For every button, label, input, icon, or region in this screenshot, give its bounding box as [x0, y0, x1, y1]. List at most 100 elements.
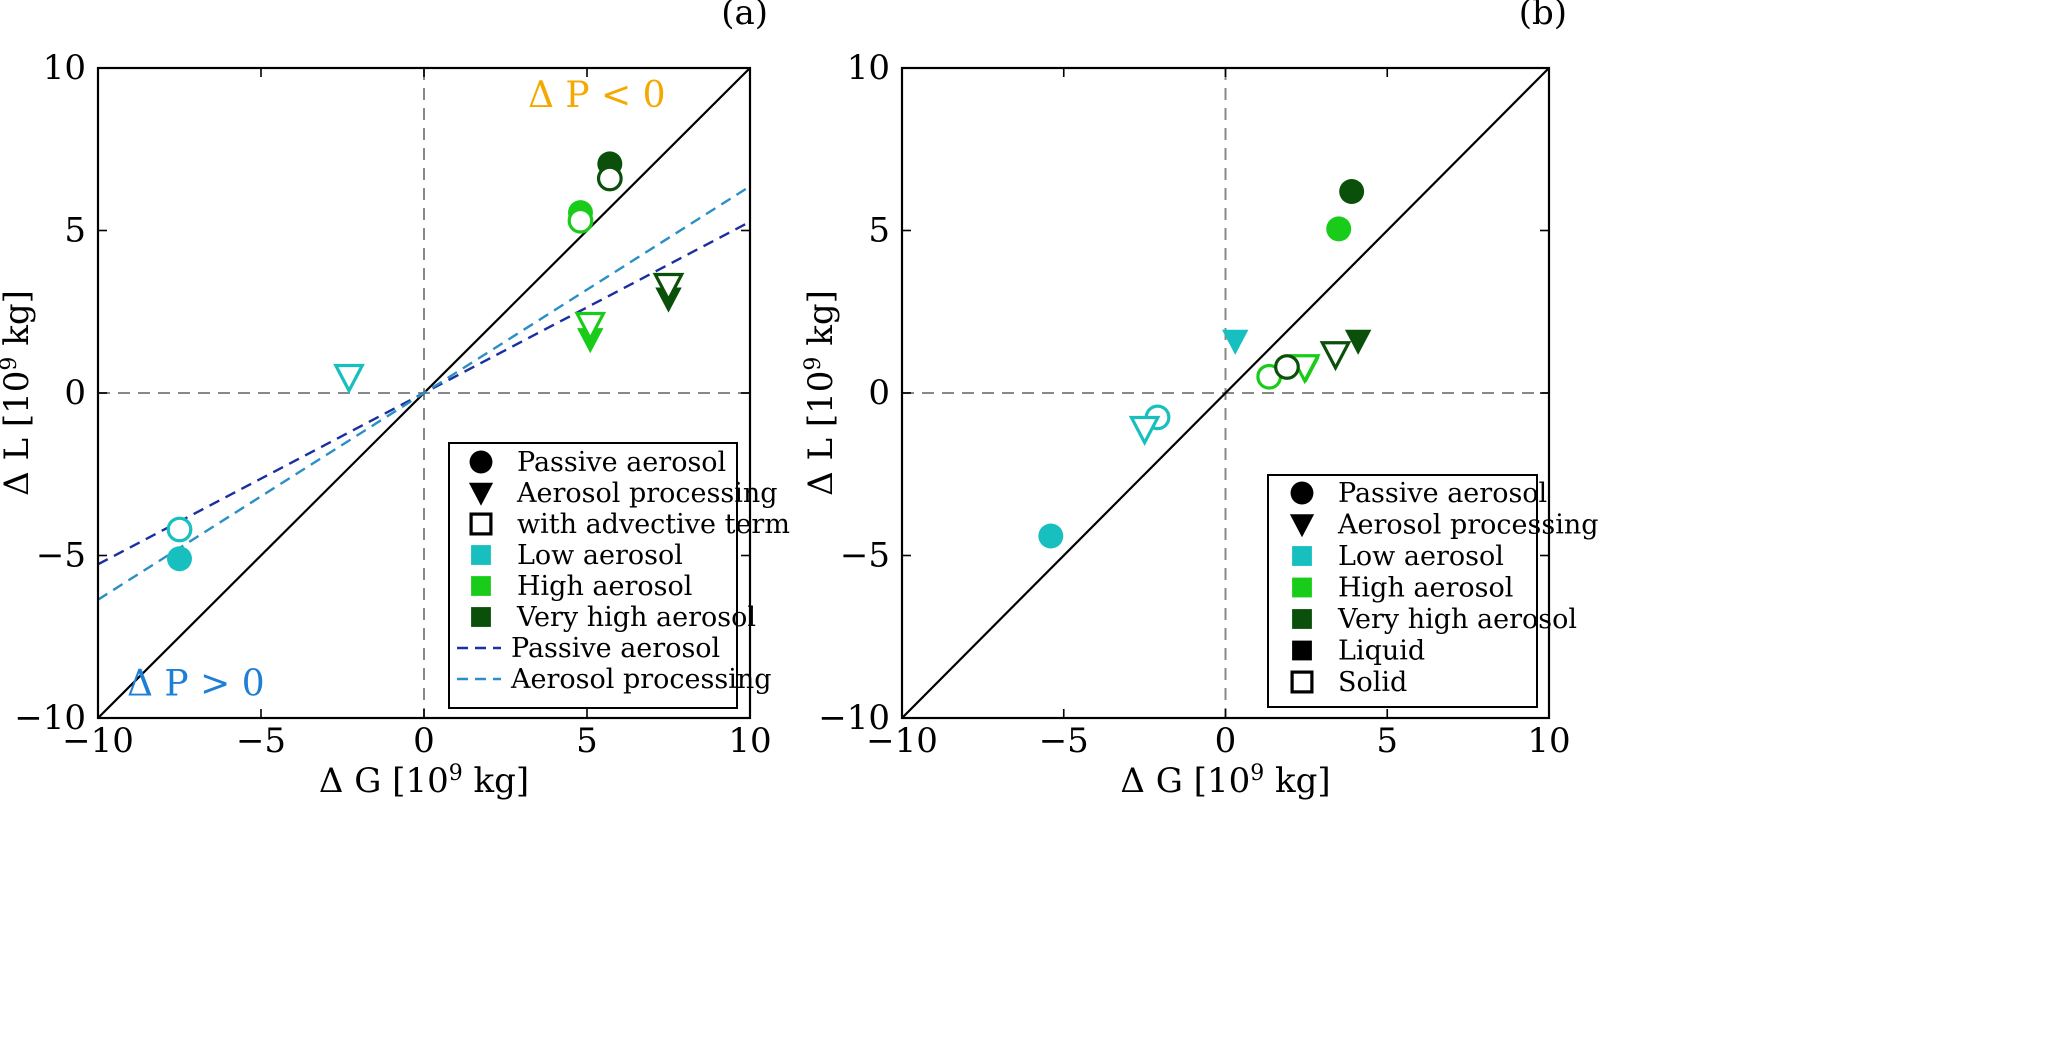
y-axis-title: Δ L [109 kg] — [0, 290, 37, 496]
legend-entry: Aerosol processing — [1289, 510, 1599, 541]
annotation-dp-pos: Δ P > 0 — [127, 663, 265, 704]
legend-square-swatch — [1292, 640, 1312, 661]
legend-box — [448, 442, 738, 709]
point-low-aerosol-triangle-open — [333, 363, 365, 395]
legend-label: Very high aerosol — [1337, 604, 1577, 635]
legend-entry: Liquid — [1292, 636, 1425, 667]
point-high-aerosol-triangle-open — [574, 311, 607, 343]
legend-entry: Very high aerosol — [1292, 604, 1577, 635]
x-axis-title-sup: 9 — [1250, 761, 1264, 786]
legend-circle-swatch — [469, 450, 493, 474]
y-tick-label: 0 — [868, 373, 890, 413]
x-tick-label: 10 — [728, 721, 771, 761]
point-very-high-aerosol-triangle-open — [652, 272, 685, 304]
legend-label: Solid — [1338, 667, 1407, 698]
y-tick-label: −10 — [818, 698, 890, 738]
annotation-dp-neg: Δ P < 0 — [528, 75, 666, 116]
point-low-aerosol-circle-filled — [167, 546, 192, 572]
y-axis-title: Δ L [109 kg] — [801, 290, 841, 496]
y-tick-label: −5 — [36, 536, 86, 576]
one-to-one-line — [902, 68, 1549, 718]
x-axis-title-unit: kg] — [1264, 761, 1330, 801]
point-low-aerosol-circle-open — [166, 516, 193, 543]
y-tick-label: 10 — [847, 48, 890, 88]
legend-square-swatch — [1292, 577, 1312, 598]
legend-entry: High aerosol — [471, 571, 692, 602]
legend-entry: Aerosol processing — [457, 664, 772, 695]
legend-square-swatch — [1290, 670, 1314, 694]
panel-label: (b) — [1519, 0, 1567, 33]
legend-square-swatch — [1292, 546, 1312, 566]
legend-label: Passive aerosol — [511, 633, 720, 664]
y-axis-title-unit: kg] — [0, 290, 37, 356]
legend-entry: Aerosol processing — [468, 478, 778, 509]
legend-label: High aerosol — [1338, 573, 1513, 604]
legend-label: Aerosol processing — [516, 478, 778, 509]
x-axis-title-sup: 9 — [449, 761, 463, 786]
y-tick-label: 0 — [64, 373, 86, 413]
legend-entry: Passive aerosol — [457, 633, 720, 664]
point-high-aerosol-circle-open — [567, 207, 594, 234]
point-low-aerosol-circle-filled — [1038, 523, 1064, 549]
legend-label: Liquid — [1338, 636, 1425, 667]
plot-area — [902, 68, 1549, 718]
legend-entry: Solid — [1290, 667, 1407, 698]
legend-entry: Very high aerosol — [471, 602, 756, 633]
legend-entry: Passive aerosol — [1290, 478, 1547, 509]
point-low-aerosol-triangle-filled — [1222, 329, 1249, 355]
point-low-aerosol-triangle-open — [1128, 415, 1161, 447]
x-tick-label: −5 — [1039, 721, 1089, 761]
point-very-high-aerosol-triangle-filled — [1344, 329, 1372, 355]
y-axis-title-main: Δ L [10 — [0, 371, 37, 496]
y-tick-label: 5 — [868, 211, 890, 251]
legend-label: with advective term — [517, 509, 790, 540]
x-tick-label: 5 — [576, 721, 598, 761]
legend-entry: with advective term — [469, 509, 790, 540]
fit-line-aerosol-processing — [98, 185, 750, 601]
point-very-high-aerosol-circle-filled — [1339, 179, 1365, 204]
point-very-high-aerosol-circle-open — [1274, 354, 1300, 380]
x-tick-label: 0 — [413, 721, 435, 761]
legend-label: Low aerosol — [517, 540, 683, 571]
x-tick-label: 0 — [1215, 721, 1237, 761]
legend-label: Passive aerosol — [1338, 478, 1547, 509]
point-very-high-aerosol-triangle-open — [1319, 341, 1352, 372]
x-tick-label: −10 — [866, 721, 938, 761]
x-axis-title-main: Δ G [10 — [1120, 761, 1250, 801]
y-axis-title-sup: 9 — [801, 357, 826, 371]
panel-label: (a) — [721, 0, 768, 33]
legend-triangle-swatch — [1289, 514, 1315, 538]
point-high-aerosol-circle-filled — [1326, 216, 1352, 242]
legend-label: High aerosol — [517, 571, 692, 602]
legend-square-swatch — [471, 545, 491, 565]
y-tick-label: 10 — [43, 48, 86, 88]
legend-square-swatch — [469, 512, 493, 536]
legend-box — [1267, 474, 1538, 708]
y-tick-label: 5 — [64, 211, 86, 251]
x-axis-title-main: Δ G [10 — [319, 761, 449, 801]
legend-triangle-swatch — [468, 482, 494, 506]
y-axis-title-sup: 9 — [0, 357, 22, 371]
x-tick-label: 10 — [1527, 721, 1570, 761]
legend-square-swatch — [471, 576, 491, 596]
legend-circle-swatch — [1290, 481, 1314, 505]
legend-square-swatch — [1292, 609, 1312, 629]
x-axis-title: Δ G [109 kg] — [1120, 761, 1330, 801]
legend-label: Passive aerosol — [517, 447, 726, 478]
legend-entry: Low aerosol — [471, 540, 683, 571]
y-axis-title-unit: kg] — [801, 290, 841, 356]
legend-label: Aerosol processing — [1337, 510, 1599, 541]
legend-entry: High aerosol — [1292, 573, 1513, 604]
x-tick-label: 5 — [1376, 721, 1398, 761]
legend-label: Aerosol processing — [510, 664, 772, 695]
legend-entry: Low aerosol — [1292, 541, 1504, 572]
plot-area — [98, 68, 750, 718]
y-axis-title-main: Δ L [10 — [801, 371, 841, 496]
y-tick-label: −10 — [14, 698, 86, 738]
point-very-high-aerosol-circle-open — [596, 165, 623, 192]
x-axis-title-unit: kg] — [463, 761, 529, 801]
